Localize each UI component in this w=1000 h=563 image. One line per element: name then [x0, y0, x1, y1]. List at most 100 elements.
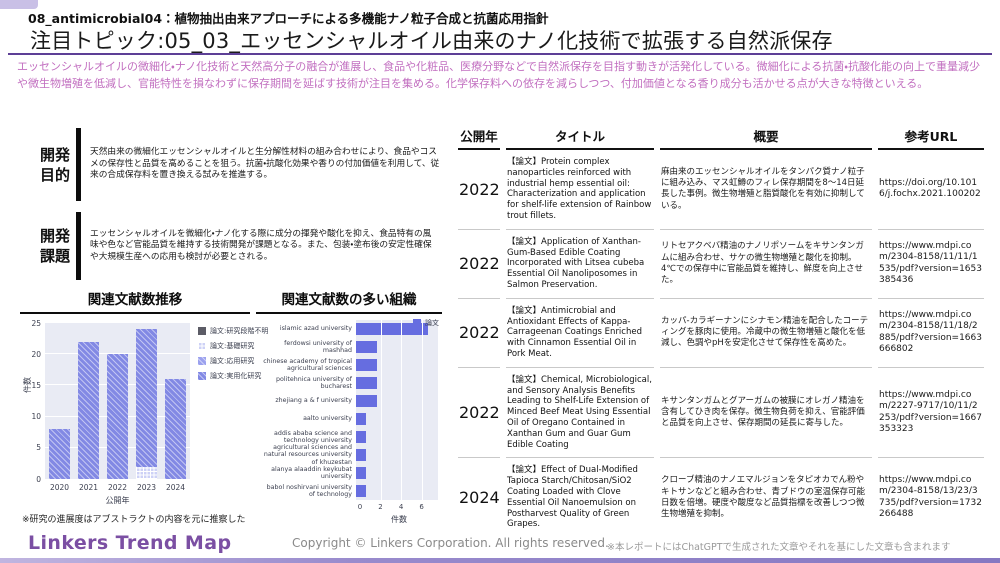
org-bar-track — [356, 356, 438, 374]
org-bar-track — [356, 446, 438, 464]
orgs-chart-rule — [256, 312, 442, 314]
org-bar — [356, 341, 377, 353]
x-tick-label: 0 — [357, 503, 363, 511]
legend-item: 論文:基礎研究 — [198, 341, 278, 351]
org-bar-track — [356, 410, 438, 428]
legend-swatch — [198, 327, 206, 335]
column-header-summary: 概要 — [660, 124, 872, 150]
legend-swatch — [198, 342, 206, 350]
column-header-url: 参考URL — [878, 124, 984, 150]
org-bar — [356, 359, 377, 371]
org-bar-track — [356, 338, 438, 356]
legend-label: 論文:基礎研究 — [210, 342, 255, 350]
org-bar-track — [356, 374, 438, 392]
legend-label: 論文:実用化研究 — [210, 372, 262, 380]
x-tick-label: 6 — [419, 503, 424, 511]
purpose-accent-bar — [76, 128, 81, 201]
org-label: addis ababa science and technology unive… — [274, 429, 352, 444]
papers-table: 公開年 タイトル 概要 参考URL 2022 【論文】Protein comple… — [452, 124, 990, 537]
linkers-trend-map-logo: Linkers Trend Map — [28, 532, 232, 554]
paper-title: 【論文】Application of Xanthan-Gum-Based Edi… — [506, 228, 654, 298]
paper-title: 【論文】Chemical, Microbiological, and Senso… — [506, 366, 654, 458]
paper-url[interactable]: https://www.mdpi.com/2304-8158/13/23/373… — [878, 457, 984, 537]
org-bar-track — [356, 482, 438, 500]
org-bar — [356, 377, 377, 389]
charts-note: ※研究の進展度はアブストラクトの内容を元に推察した — [22, 515, 246, 525]
trend-chart: 関連文献数推移 0 5 10 15 20 25 2020 2021 2022 2023 2024 件… — [20, 288, 268, 505]
trend-chart-rule — [20, 312, 250, 314]
org-row: islamic azad university — [260, 320, 438, 338]
papers-table-body: 2022 【論文】Protein complex nanoparticles re… — [458, 150, 984, 537]
org-bar — [356, 431, 367, 443]
org-bar-track — [356, 428, 438, 446]
paper-url[interactable]: https://www.mdpi.com/2304-8158/11/18/288… — [878, 297, 984, 367]
column-header-title: タイトル — [506, 124, 654, 150]
legend-label: 論文:研究段階不明 — [210, 327, 269, 335]
org-row: chinese academy of tropical agricultural… — [260, 356, 438, 374]
trend-x-axis-label: 公開年 — [105, 496, 130, 505]
paper-title: 【論文】Antimicrobial and Antioxidant Effect… — [506, 297, 654, 367]
paper-url[interactable]: https://doi.org/10.1016/j.fochx.2021.100… — [879, 177, 981, 200]
table-row: 2022 【論文】Chemical, Microbiological, and S… — [458, 366, 984, 458]
legend-swatch — [198, 357, 206, 365]
org-label: aalto university — [303, 415, 352, 423]
org-bar — [356, 323, 428, 335]
legend-swatch — [198, 372, 206, 380]
bottom-accent-bar — [0, 558, 1000, 563]
column-header-year: 公開年 — [458, 124, 500, 150]
bar-segment — [49, 429, 70, 479]
org-row: aalto university — [260, 410, 438, 428]
org-label: agricultural sciences and natural resour… — [263, 444, 352, 466]
org-label: politehnica university of bucharest — [276, 375, 352, 390]
x-tick-label: 2021 — [78, 483, 99, 492]
x-tick-label: 2020 — [49, 483, 70, 492]
y-tick-label: 10 — [31, 412, 41, 422]
org-row: babol noshirvani university of technolog… — [260, 482, 438, 500]
y-tick-label: 20 — [31, 349, 41, 359]
papers-table-header-row: 公開年 タイトル 概要 参考URL — [458, 124, 984, 150]
orgs-legend-swatch — [413, 319, 421, 327]
issue-accent-bar — [76, 212, 81, 280]
org-bar-track — [356, 464, 438, 482]
org-label: babol noshirvani university of technolog… — [266, 483, 352, 498]
development-issue-label: 開発 課題 — [39, 227, 70, 265]
org-row: ferdowsi university of mashhad — [260, 338, 438, 356]
gridline — [45, 322, 190, 323]
trend-chart-title: 関連文献数推移 — [87, 292, 183, 308]
development-issue-text: エッセンシャルオイルを微細化・ナノ化する際に成分の揮発や酸化を抑え、食品特有の風… — [90, 228, 432, 262]
org-row: zhejiang a & f university — [260, 392, 438, 410]
orgs-chart-title: 関連文献数の多い組織 — [281, 292, 417, 308]
org-bar — [356, 413, 367, 425]
intro-text: エッセンシャルオイルの微細化・ナノ化技術と天然高分子の融合が進展し、食品や化粧品… — [17, 60, 981, 90]
y-tick-label: 5 — [36, 443, 41, 453]
report-kicker: 08_antimicrobial04：植物抽出由来アプローチによる多機能ナノ粒子… — [28, 11, 549, 26]
x-tick-label: 2023 — [136, 483, 157, 492]
bar-segment — [136, 466, 157, 479]
x-tick-label: 4 — [398, 503, 404, 511]
x-tick-label: 2022 — [107, 483, 128, 492]
paper-url[interactable]: https://www.mdpi.com/2227-9717/10/11/225… — [878, 366, 984, 458]
legend-item: 論文:研究段階不明 — [198, 326, 278, 336]
development-purpose-section: 開発 目的 天然由来の微細化エッセンシャルオイルと生分解性材料の組み合わせにより… — [38, 128, 440, 201]
page-title: 注目トピック:05_03_エッセンシャルオイル由来のナノ化技術で拡張する自然派保… — [30, 29, 833, 53]
org-bar — [356, 395, 377, 407]
trend-y-axis-label: 件数 — [23, 377, 32, 393]
org-row: politehnica university of bucharest — [260, 374, 438, 392]
development-purpose-text: 天然由来の微細化エッセンシャルオイルと生分解性材料の組み合わせにより、食品やコス… — [90, 147, 440, 181]
paper-year: 2022 — [458, 366, 500, 458]
paper-title: 【論文】Effect of Dual-Modified Tapioca Star… — [506, 457, 654, 537]
paper-year: 2022 — [458, 297, 500, 367]
paper-year: 2022 — [458, 228, 500, 298]
legend-item: 論文:実用化研究 — [198, 371, 278, 381]
org-bar — [356, 485, 367, 497]
paper-url[interactable]: https://www.mdpi.com/2304-8158/11/11/153… — [878, 228, 984, 298]
gridline — [45, 353, 190, 355]
org-label: zhejiang a & f university — [275, 397, 352, 405]
copyright-text: Copyright © Linkers Corporation. All rig… — [292, 536, 609, 550]
trend-legend: 論文:研究段階不明 論文:基礎研究 論文:応用研究 論文:実用化研究 — [198, 326, 278, 386]
paper-summary: リトセアクベバ精油のナノリポソームをキサンタンガムに組み合わせ、サケの微生物増殖… — [660, 228, 872, 298]
org-bar — [356, 449, 367, 461]
orgs-x-axis-label: 件数 — [391, 515, 407, 524]
development-issue-section: 開発 課題 エッセンシャルオイルを微細化・ナノ化する際に成分の揮発や酸化を抑え、… — [38, 212, 440, 280]
paper-title: 【論文】Protein complex nanoparticles reinfo… — [507, 157, 652, 221]
